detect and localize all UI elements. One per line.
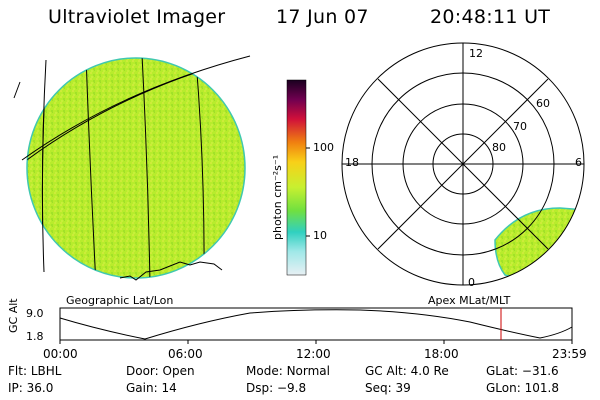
altitude-xtick: 18:00: [424, 347, 459, 361]
lat-label: 80: [492, 141, 506, 154]
polar-panel-label: Apex MLat/MLT: [428, 294, 511, 307]
coastline: [119, 261, 223, 281]
mlt-label-right: 6: [575, 156, 582, 169]
meridian-line: [41, 59, 47, 273]
altitude-xtick: 00:00: [43, 347, 78, 361]
status-value: 4.0 Re: [410, 364, 449, 378]
earth-disk: [26, 57, 246, 279]
altitude-ytick: 9.0: [26, 307, 44, 320]
meridian-line: [141, 58, 151, 278]
status-value: Normal: [286, 364, 330, 378]
status-value: LBHL: [30, 364, 62, 378]
status-label: GLat:: [486, 364, 519, 378]
status-dsp: Dsp: −9.8: [246, 381, 306, 395]
status-label: Gain:: [126, 381, 158, 395]
limb-fragment: [13, 81, 21, 99]
status-label: GC Alt:: [365, 364, 407, 378]
status-value: 39: [395, 381, 411, 395]
altitude-xtick: 12:00: [296, 347, 331, 361]
status-label: GLon:: [486, 381, 521, 395]
mlt-diagonal: [377, 78, 549, 250]
altitude-plot-frame: [59, 307, 573, 341]
altitude-ylabel: GC Alt: [7, 298, 20, 333]
status-gain: Gain: 14: [126, 381, 177, 395]
status-gc-alt: GC Alt: 4.0 Re: [365, 364, 449, 378]
lat-label: 70: [513, 120, 527, 133]
time-label: 20:48:11 UT: [430, 6, 551, 28]
date-label: 17 Jun 07: [276, 6, 369, 28]
meridian-line: [85, 58, 97, 278]
status-filter: Flt: LBHL: [8, 364, 61, 378]
altitude-xtick: 06:00: [168, 347, 203, 361]
status-glat: GLat: −31.6: [486, 364, 559, 378]
status-label: IP:: [8, 381, 23, 395]
geographic-panel-label: Geographic Lat/Lon: [66, 294, 174, 307]
colorbar-tick-label: 100: [313, 141, 334, 154]
lat-label: 60: [536, 97, 550, 110]
status-value: 36.0: [26, 381, 54, 395]
status-label: Seq:: [365, 381, 392, 395]
latitude-line: [21, 55, 251, 161]
status-label: Mode:: [246, 364, 283, 378]
status-value: −9.8: [276, 381, 307, 395]
instrument-title: Ultraviolet Imager: [48, 6, 226, 28]
altitude-xtick: 23:59: [552, 347, 587, 361]
status-door: Door: Open: [126, 364, 195, 378]
status-value: 14: [161, 381, 177, 395]
status-glon: GLon: 101.8: [486, 381, 559, 395]
mlt-label-left: 18: [345, 156, 359, 169]
colorbar-gradient: [286, 79, 307, 276]
status-label: Flt:: [8, 364, 27, 378]
altitude-curve: [59, 309, 573, 340]
colorbar-tick-label: 10: [313, 229, 327, 242]
status-label: Door:: [126, 364, 159, 378]
altitude-ytick: 1.8: [26, 330, 44, 343]
status-mode: Mode: Normal: [246, 364, 330, 378]
status-value: −31.6: [521, 364, 559, 378]
status-label: Dsp:: [246, 381, 274, 395]
status-ip: IP: 36.0: [8, 381, 53, 395]
status-value: 101.8: [524, 381, 559, 395]
status-seq: Seq: 39: [365, 381, 411, 395]
mlt-label-bottom: 0: [468, 276, 475, 289]
status-value: Open: [162, 364, 195, 378]
mlt-label-top: 12: [469, 47, 483, 60]
